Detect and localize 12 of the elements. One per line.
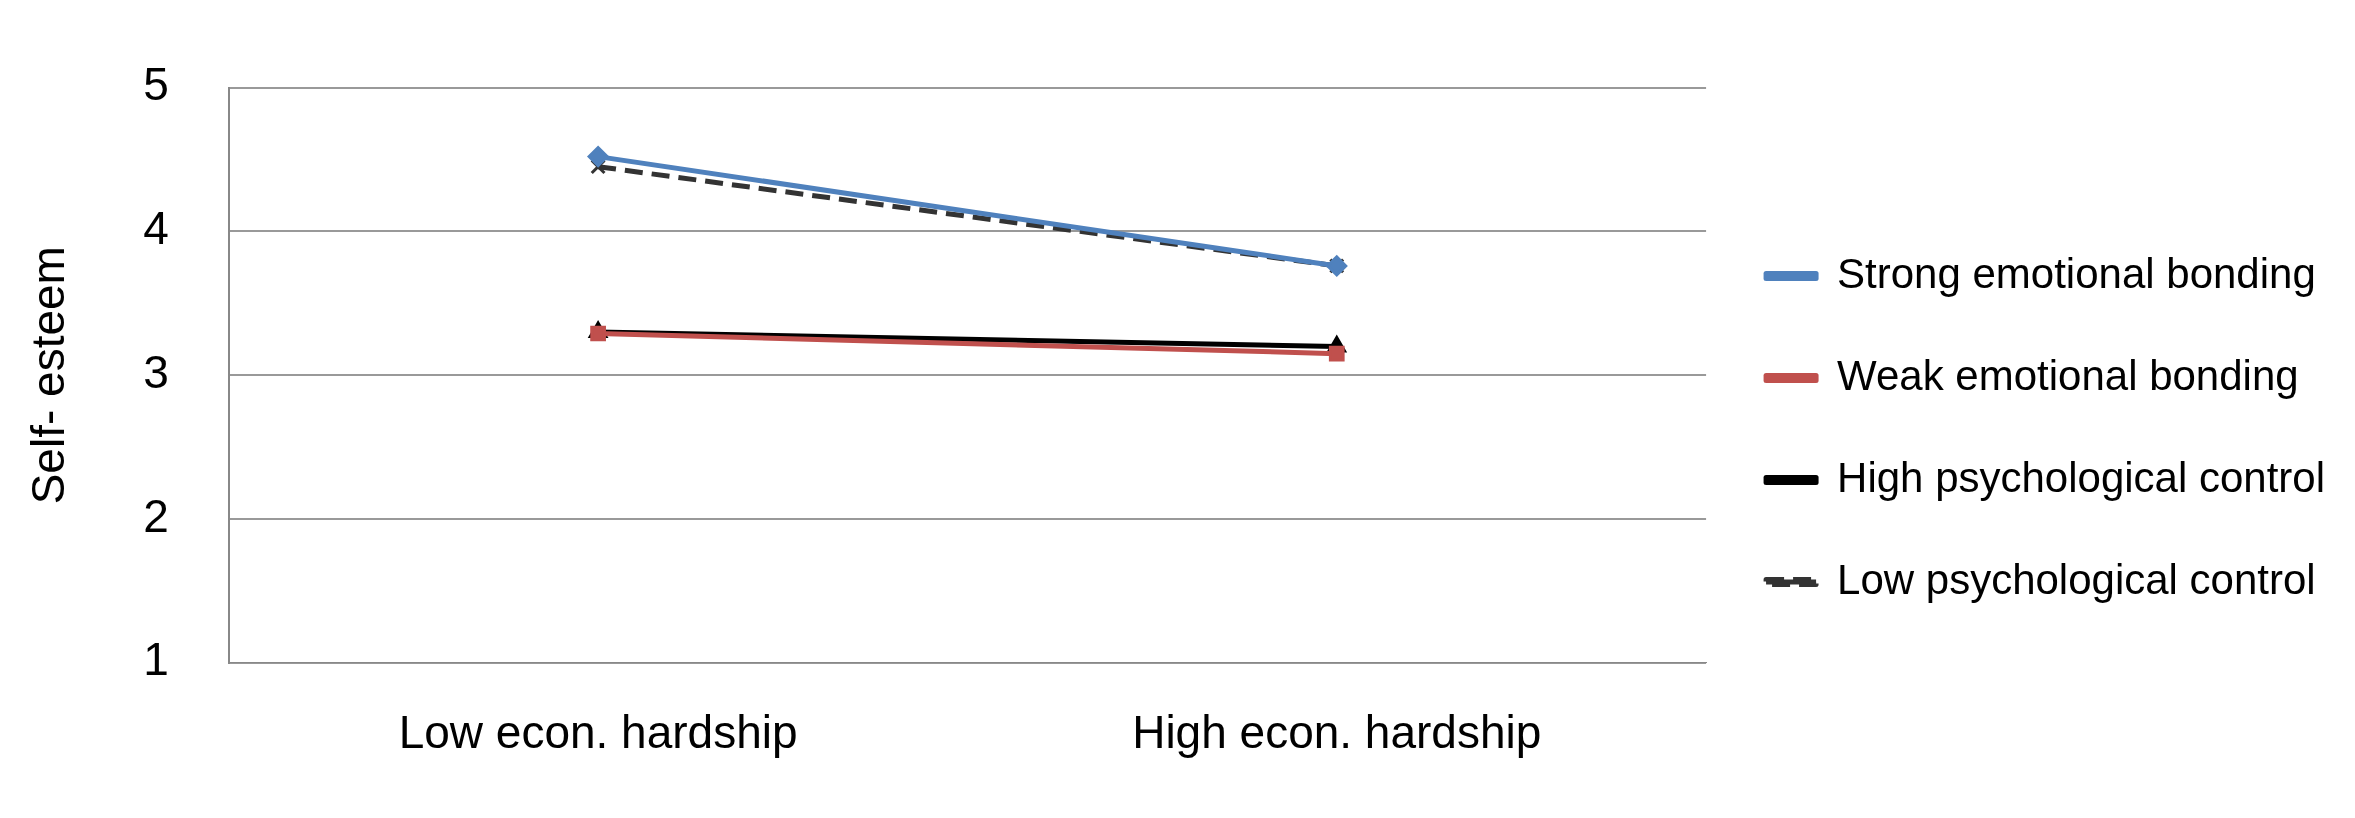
y-tick-label: 1 [143,633,169,686]
y-axis-title: Self- esteem [22,246,75,505]
y-tick-label: 2 [143,489,169,542]
legend-label: Low psychological control [1837,555,2316,603]
x-tick-label: High econ. hardship [1132,706,1542,759]
y-tick-label: 3 [143,345,169,398]
y-tick-label: 5 [143,58,169,111]
legend-label: Strong emotional bonding [1837,249,2316,297]
x-tick-label: Low econ. hardship [398,706,798,759]
legend-label: Weak emotional bonding [1837,351,2299,399]
legend-label: High psychological control [1837,453,2325,501]
y-tick-label: 4 [143,202,169,255]
